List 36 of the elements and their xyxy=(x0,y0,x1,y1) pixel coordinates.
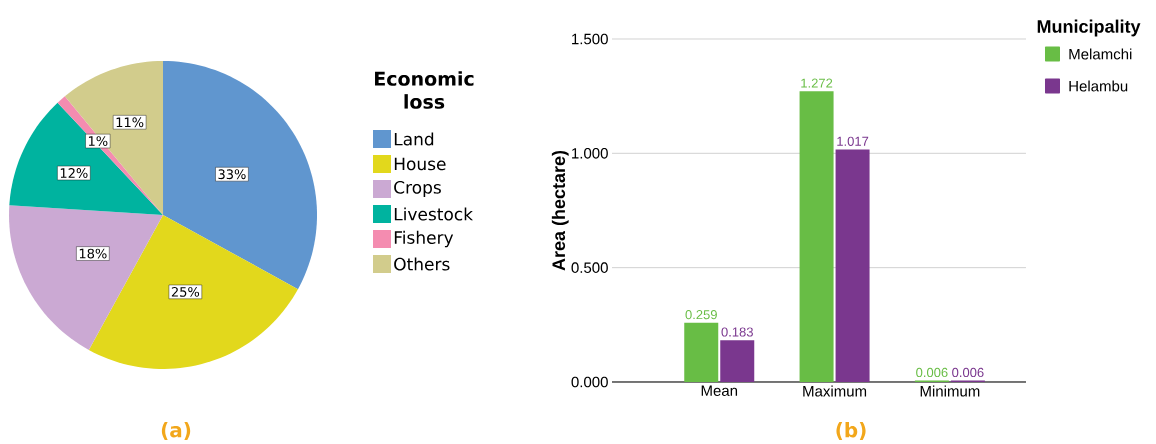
y-axis-title: Area (hectare) xyxy=(551,150,569,271)
y-tick-label: 1.500 xyxy=(572,33,608,45)
data-label: 0.006 xyxy=(952,367,984,378)
legend-label: Livestock xyxy=(394,207,473,221)
data-label: 1.272 xyxy=(801,78,833,88)
data-label: 0.183 xyxy=(721,327,753,337)
data-label: 0.259 xyxy=(685,310,717,320)
data-label: 33% xyxy=(218,169,246,180)
data-label: 1% xyxy=(88,136,108,146)
y-tick-label: 0.000 xyxy=(571,376,608,388)
legend-title: Municipality xyxy=(1037,19,1141,37)
x-tick-label: Minimum xyxy=(920,385,980,397)
legend-label: Crops xyxy=(394,180,441,198)
bar xyxy=(720,340,755,382)
y-tick-label: 1.000 xyxy=(572,148,608,159)
legend-label: House xyxy=(394,157,446,171)
bar xyxy=(835,149,870,382)
legend-title: Economic loss xyxy=(375,71,474,109)
legend-label: Helambu xyxy=(1069,80,1128,92)
text: (b) xyxy=(836,422,866,440)
y-tick-label: 0.500 xyxy=(571,262,608,273)
bar xyxy=(799,91,834,382)
x-tick-label: Maximum xyxy=(803,385,867,397)
data-label: 25% xyxy=(171,286,200,297)
data-label: 12% xyxy=(60,168,88,178)
legend-label: Others xyxy=(394,257,450,271)
text: (a) xyxy=(161,422,191,440)
legend-label: Melamchi xyxy=(1069,48,1132,60)
data-label: 1.017 xyxy=(837,136,869,146)
legend-label: Fishery xyxy=(394,230,454,248)
x-tick-label: Mean xyxy=(701,385,738,396)
data-label: 0.006 xyxy=(916,367,948,378)
data-label: 18% xyxy=(79,248,107,259)
bar xyxy=(684,322,719,382)
legend-label: Land xyxy=(394,132,434,146)
data-label: 11% xyxy=(116,117,144,128)
